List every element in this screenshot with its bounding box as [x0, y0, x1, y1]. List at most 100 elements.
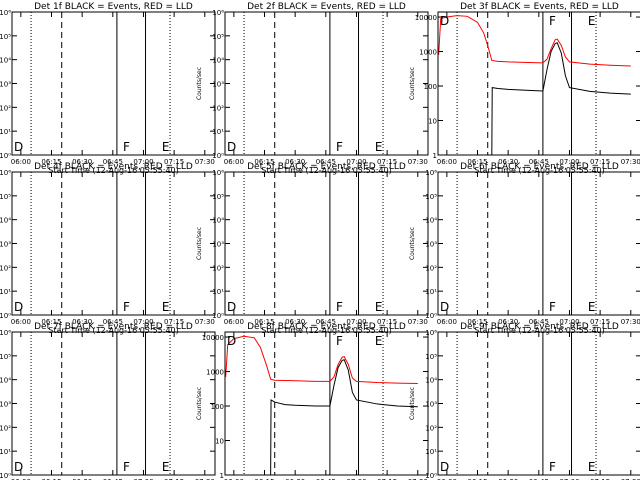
- x-tick-label: 07:15: [590, 158, 610, 166]
- panel-title: Det 5f BLACK = Events, RED = LLD: [247, 162, 406, 172]
- x-axis-label: Start Time (12-Aug-16 05:55:40): [474, 166, 605, 175]
- x-tick-label: 06:15: [41, 158, 61, 166]
- x-tick-label: 07:15: [590, 318, 610, 326]
- x-tick-label: 06:45: [103, 318, 123, 326]
- panel-title: Det 8f BLACK = Events, RED = LLD: [247, 322, 406, 332]
- y-tick-label: 10⁰: [425, 472, 437, 480]
- x-tick-label: 07:00: [559, 478, 579, 480]
- x-tick-label: 07:30: [408, 318, 428, 326]
- x-tick-label: 07:30: [621, 478, 640, 480]
- y-axis-label: Counts/sec: [196, 227, 203, 260]
- attenuator-marker-d: D: [440, 300, 449, 314]
- attenuator-marker-f: F: [336, 140, 343, 154]
- y-tick-label: 10: [428, 118, 437, 126]
- x-tick-label: 06:15: [467, 318, 487, 326]
- y-tick-label: 10⁰: [0, 152, 11, 160]
- x-tick-label: 07:00: [133, 478, 153, 480]
- attenuator-marker-e: E: [375, 300, 383, 314]
- y-tick-label: 10⁵: [425, 353, 437, 361]
- x-tick-label: 06:15: [467, 478, 487, 480]
- detector-panel-5: Det 5f BLACK = Events, RED = LLD 10⁰ 10¹ 10…: [196, 162, 429, 335]
- lld-series-line: [438, 15, 631, 67]
- attenuator-marker-f: F: [123, 460, 130, 474]
- x-tick-label: 06:15: [254, 478, 274, 480]
- plot-frame: [437, 171, 640, 316]
- x-tick-label: 06:30: [72, 318, 92, 326]
- y-tick-label: 10⁰: [0, 472, 11, 480]
- y-axis-label: Counts/sec: [409, 227, 416, 260]
- x-axis-label: Start Time (12-Aug-16 05:55:40): [48, 326, 179, 335]
- x-tick-label: 07:30: [621, 158, 640, 166]
- plot-frame: [11, 171, 216, 316]
- y-tick-label: 10³: [212, 81, 224, 89]
- x-tick-label: 06:15: [467, 158, 487, 166]
- x-tick-label: 06:45: [316, 158, 336, 166]
- y-tick-label: 10⁰: [0, 312, 11, 320]
- detector-panel-9: Det 9f BLACK = Events, RED = LLD 10⁰ 10¹ 10…: [409, 322, 640, 480]
- y-tick-label: 10000: [415, 14, 437, 22]
- y-tick-label: 10⁵: [212, 33, 224, 41]
- x-tick-label: 07:00: [559, 318, 579, 326]
- x-tick-label: 07:00: [346, 478, 366, 480]
- y-tick-label: 10⁶: [425, 329, 437, 337]
- x-tick-label: 07:00: [346, 318, 366, 326]
- x-axis-label: Start Time (12-Aug-16 05:55:40): [261, 326, 392, 335]
- x-tick-label: 06:45: [103, 478, 123, 480]
- y-tick-label: 10⁶: [0, 329, 11, 337]
- x-tick-label: 07:30: [408, 478, 428, 480]
- panel-title: Det 9f BLACK = Events, RED = LLD: [460, 322, 619, 332]
- attenuator-marker-f: F: [336, 300, 343, 314]
- attenuator-marker-f: F: [123, 300, 130, 314]
- x-axis-label: Start Time (12-Aug-16 05:55:40): [261, 166, 392, 175]
- x-tick-label: 07:15: [590, 478, 610, 480]
- y-tick-label: 10: [215, 438, 224, 446]
- plot-frame: [224, 171, 429, 316]
- x-tick-label: 06:00: [224, 318, 244, 326]
- x-tick-label: 07:15: [164, 318, 184, 326]
- x-tick-label: 06:00: [437, 478, 457, 480]
- y-tick-label: 10¹: [0, 128, 11, 136]
- detector-panel-6: Det 6f BLACK = Events, RED = LLD 10⁰ 10¹ 10…: [409, 162, 640, 335]
- plot-frame: [224, 11, 429, 156]
- y-tick-label: 100: [424, 83, 437, 91]
- x-tick-label: 06:30: [285, 478, 305, 480]
- y-tick-label: 10⁴: [0, 217, 11, 225]
- y-tick-label: 10³: [212, 241, 224, 249]
- y-tick-label: 10¹: [425, 448, 437, 456]
- y-axis-label: Counts/sec: [196, 387, 203, 420]
- x-tick-label: 07:00: [133, 318, 153, 326]
- y-tick-label: 10⁰: [425, 312, 437, 320]
- attenuator-marker-f: F: [549, 300, 556, 314]
- panel-title: Det 3f BLACK = Events, RED = LLD: [460, 2, 619, 12]
- y-tick-label: 1000: [419, 49, 437, 57]
- x-tick-label: 06:45: [316, 318, 336, 326]
- attenuator-marker-d: D: [227, 140, 236, 154]
- x-axis-label: Start Time (12-Aug-16 05:55:40): [474, 326, 605, 335]
- y-tick-label: 10⁵: [0, 193, 11, 201]
- x-tick-label: 06:45: [529, 158, 549, 166]
- x-tick-label: 07:30: [408, 158, 428, 166]
- y-tick-label: 10³: [0, 81, 11, 89]
- attenuator-marker-e: E: [162, 300, 170, 314]
- y-tick-label: 10⁶: [212, 169, 224, 177]
- x-tick-label: 06:15: [254, 318, 274, 326]
- x-tick-label: 06:00: [11, 158, 31, 166]
- panel-title: Det 4f BLACK = Events, RED = LLD: [34, 162, 193, 172]
- detector-panel-3: Det 3f BLACK = Events, RED = LLD 1 10 100 10…: [409, 2, 640, 175]
- y-tick-label: 10¹: [0, 448, 11, 456]
- y-tick-label: 1: [220, 472, 224, 480]
- x-tick-label: 07:00: [346, 158, 366, 166]
- x-tick-label: 06:45: [529, 478, 549, 480]
- x-tick-label: 06:30: [72, 158, 92, 166]
- x-tick-label: 07:30: [195, 158, 215, 166]
- detector-panel-8: Det 8f BLACK = Events, RED = LLD 1 10 100 10…: [196, 322, 429, 480]
- y-tick-label: 10⁵: [425, 193, 437, 201]
- y-axis-label: Counts/sec: [196, 67, 203, 100]
- attenuator-marker-e: E: [375, 334, 383, 348]
- y-tick-label: 10⁴: [425, 217, 437, 225]
- y-tick-label: 10²: [0, 424, 11, 432]
- lld-series-line: [225, 335, 418, 384]
- x-tick-label: 06:15: [41, 478, 61, 480]
- attenuator-marker-f: F: [123, 140, 130, 154]
